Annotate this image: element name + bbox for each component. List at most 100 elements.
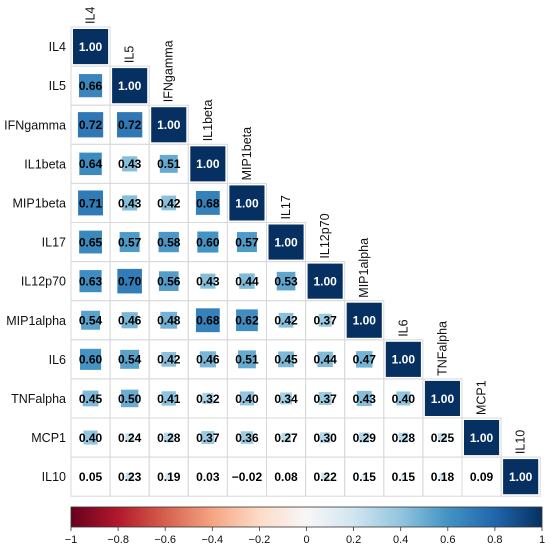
cell-value-MCP1-IFNgamma: 0.28 <box>157 431 181 445</box>
cell-MIP1beta-IL1beta <box>195 191 220 215</box>
cell-value-IFNgamma-IL5: 0.72 <box>118 118 142 132</box>
cell-value-IL1beta-IL5: 0.43 <box>118 157 142 171</box>
cell-IL6-IL12p70 <box>317 351 333 368</box>
cell-value-IL10-IL6: 0.15 <box>392 470 416 484</box>
cell-value-MIP1beta-IL1beta: 0.68 <box>196 196 220 210</box>
colorbar-gradient <box>70 506 543 528</box>
cell-value-IL5-IL4: 0.66 <box>79 79 103 93</box>
column-label-MIP1beta: MIP1beta <box>240 127 254 181</box>
cell-value-IL12p70-IL5: 0.70 <box>118 274 142 288</box>
cell-value-IL10-MIP1beta: −0.02 <box>232 470 263 484</box>
cell-TNFalpha-IL17 <box>280 392 293 405</box>
cell-IL10-IL10 <box>503 459 539 495</box>
cell-value-IL17-IL1beta: 0.60 <box>196 235 220 249</box>
cell-value-MIP1alpha-IL4: 0.54 <box>79 314 103 328</box>
cell-IL6-IL17 <box>278 351 294 368</box>
colorbar-tick-label: −0.4 <box>201 534 223 546</box>
cell-MCP1-IL1beta <box>201 431 215 445</box>
row-label-IL12p70: IL12p70 <box>21 275 66 289</box>
cell-value-IL6-IL4: 0.60 <box>79 353 103 367</box>
column-labels: IL4 IL5 IFNgamma IL1beta MIP1beta IL17 IL12p70… <box>84 7 528 455</box>
cell-MIP1alpha-IL1beta <box>195 308 220 333</box>
cell-IL6-IFNgamma <box>161 351 177 367</box>
cell-IL6-IL4 <box>80 348 102 370</box>
cell-value-MIP1beta-IL4: 0.71 <box>79 196 103 210</box>
cell-IL17-IFNgamma <box>158 231 179 253</box>
cell-IL10-MIP1beta <box>246 476 248 478</box>
colorbar-tick-label: 1 <box>539 534 545 546</box>
cell-value-MCP1-IL5: 0.24 <box>118 431 142 445</box>
cell-value-MIP1beta-IFNgamma: 0.42 <box>157 196 181 210</box>
cell-TNFalpha-IL6 <box>396 391 411 406</box>
cell-MCP1-MIP1alpha <box>359 432 370 443</box>
cell-value-MIP1alpha-IL1beta: 0.68 <box>196 314 220 328</box>
cell-value-IL10-IL12p70: 0.22 <box>313 470 337 484</box>
cell-IL6-IL5 <box>120 349 140 369</box>
column-label-IL1beta: IL1beta <box>201 100 215 142</box>
cell-value-MCP1-IL17: 0.27 <box>274 431 298 445</box>
cell-IL12p70-IL5 <box>117 268 142 294</box>
cell-IL12p70-IL4 <box>79 270 102 293</box>
cell-value-MCP1-MIP1alpha: 0.29 <box>353 431 377 445</box>
cell-value-IL1beta-IL1beta: 1.00 <box>196 157 220 171</box>
row-label-MIP1alpha: MIP1alpha <box>6 314 66 328</box>
cell-value-IL6-IL12p70: 0.44 <box>313 353 337 367</box>
cell-IL1beta-IL4 <box>79 152 102 176</box>
row-label-MIP1beta: MIP1beta <box>12 196 66 210</box>
cell-TNFalpha-IL12p70 <box>318 391 332 405</box>
cell-TNFalpha-MIP1alpha <box>356 390 372 406</box>
cell-IL6-IL1beta <box>199 351 216 368</box>
cell-value-MIP1alpha-IL12p70: 0.37 <box>313 314 337 328</box>
cell-value-MCP1-TNFalpha: 0.25 <box>431 431 455 445</box>
cell-IL10-MCP1 <box>479 475 484 479</box>
cell-value-IL6-MIP1beta: 0.51 <box>235 353 259 367</box>
cell-value-MIP1alpha-IFNgamma: 0.48 <box>157 314 181 328</box>
cell-value-TNFalpha-MIP1alpha: 0.43 <box>353 392 377 406</box>
cell-value-IL10-MIP1alpha: 0.15 <box>353 470 377 484</box>
cell-MIP1alpha-IFNgamma <box>160 311 178 329</box>
colorbar-tick-label: 0.6 <box>440 534 455 546</box>
cell-TNFalpha-IFNgamma <box>161 391 176 406</box>
cell-value-IL6-IL17: 0.45 <box>274 353 298 367</box>
row-label-IL1beta: IL1beta <box>24 157 66 171</box>
cell-value-IL10-IL4: 0.05 <box>79 470 103 484</box>
cell-value-IFNgamma-IL4: 0.72 <box>79 118 103 132</box>
cell-IL10-IL17 <box>284 475 288 479</box>
row-label-IFNgamma: IFNgamma <box>4 118 66 132</box>
column-label-IL12p70: IL12p70 <box>318 213 332 258</box>
cell-value-IL12p70-IL17: 0.53 <box>274 274 298 288</box>
column-label-MCP1: MCP1 <box>475 380 489 415</box>
cell-value-IFNgamma-IFNgamma: 1.00 <box>157 118 181 132</box>
cell-MIP1beta-IFNgamma <box>161 195 177 211</box>
colorbar-tick-label: −0.8 <box>107 534 129 546</box>
cell-value-MIP1alpha-MIP1beta: 0.62 <box>235 314 259 328</box>
cell-value-MIP1alpha-IL17: 0.42 <box>274 314 298 328</box>
cell-IL12p70-IL1beta <box>200 273 216 289</box>
row-label-IL4: IL4 <box>49 40 66 54</box>
cell-value-IL12p70-IL12p70: 1.00 <box>313 274 337 288</box>
cell-MIP1alpha-IL12p70 <box>318 313 332 327</box>
cell-value-TNFalpha-IL12p70: 0.37 <box>313 392 337 406</box>
cell-IL10-MIP1alpha <box>361 474 367 480</box>
cell-value-TNFalpha-TNFalpha: 1.00 <box>431 392 455 406</box>
cell-value-IL10-MCP1: 0.09 <box>470 470 494 484</box>
cell-value-TNFalpha-MIP1beta: 0.40 <box>235 392 259 406</box>
cell-value-MCP1-MIP1beta: 0.36 <box>235 431 259 445</box>
cell-IL12p70-MIP1beta <box>239 273 255 289</box>
colorbar-tick-label: 0.4 <box>393 534 408 546</box>
cell-value-IL17-MIP1beta: 0.57 <box>235 235 259 249</box>
cell-IL17-IL17 <box>268 224 304 260</box>
column-label-IL10: IL10 <box>514 430 528 454</box>
cell-value-IL10-TNFalpha: 0.18 <box>431 470 455 484</box>
colorbar-tick-label: −1 <box>65 534 78 546</box>
cell-value-IL6-IL6: 1.00 <box>392 353 416 367</box>
cell-IL10-IL4 <box>89 475 92 478</box>
cell-MIP1alpha-IL4 <box>81 310 101 330</box>
row-label-IL5: IL5 <box>49 79 66 93</box>
cell-IL12p70-IL12p70 <box>307 263 343 299</box>
cell-IL6-MIP1alpha <box>356 351 373 368</box>
cell-value-IL6-IL1beta: 0.46 <box>196 353 220 367</box>
column-label-TNFalpha: TNFalpha <box>435 321 449 376</box>
cell-value-IL6-IL5: 0.54 <box>118 353 142 367</box>
